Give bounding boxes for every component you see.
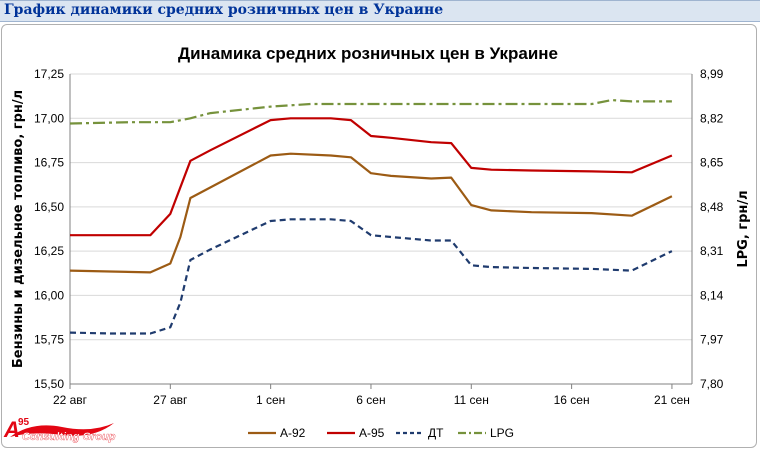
x-tick-label: 16 сен <box>554 393 590 407</box>
series-line-А-95 <box>70 117 673 237</box>
y2-axis-label: LPG, грн/л <box>736 190 751 267</box>
logo-mark: A <box>3 417 20 442</box>
series-lines <box>69 98 673 335</box>
series-line-LPG <box>69 98 672 125</box>
y2-tick-label: 8,99 <box>700 67 724 81</box>
chart-title: Динамика средних розничных цен в Украине <box>178 44 558 63</box>
legend: A-92 А-95 ДТ LPG <box>248 426 514 440</box>
legend-label: A-92 <box>280 426 306 440</box>
x-tick-label: 11 сен <box>454 393 489 407</box>
y2-tick-label: 7,80 <box>700 377 724 391</box>
y-axis-label: Бензины и дизельное топливо, грн/л <box>11 90 26 368</box>
y2-tick-label: 7,97 <box>700 333 724 347</box>
x-tick-label: 21 сен <box>654 393 690 407</box>
legend-label: LPG <box>490 426 514 440</box>
tick-labels: 15,50 15,75 16,00 16,25 16,50 16,75 17,00 17,25… <box>34 67 724 407</box>
y-tick-label: 17,00 <box>34 111 64 125</box>
y2-tick-label: 8,48 <box>700 200 724 214</box>
series-line-ДТ <box>69 218 673 335</box>
y-tick-label: 15,50 <box>34 377 64 391</box>
logo: A 95 Consulting Group <box>3 417 116 443</box>
y2-tick-label: 8,65 <box>700 156 724 170</box>
logo-swoosh <box>10 423 114 437</box>
y-tick-label: 16,50 <box>34 200 64 214</box>
logo-superscript: 95 <box>18 417 30 428</box>
x-tick-label: 6 сен <box>356 393 385 407</box>
legend-label: А-95 <box>359 426 385 440</box>
y-tick-label: 16,00 <box>34 288 64 302</box>
grid-lines <box>70 73 692 385</box>
series-line-A-92 <box>69 152 673 274</box>
header-title: График динамики средних розничных цен в … <box>4 2 444 18</box>
x-tick-label: 1 сен <box>256 393 285 407</box>
logo-text: Consulting Group <box>22 431 116 443</box>
legend-label: ДТ <box>428 426 444 440</box>
y2-tick-label: 8,14 <box>700 288 724 302</box>
y-tick-label: 16,25 <box>34 244 64 258</box>
x-tick-label: 27 авг <box>153 393 188 407</box>
header-bar: График динамики средних розничных цен в … <box>0 0 760 22</box>
y2-tick-label: 8,82 <box>700 111 724 125</box>
y-tick-label: 15,75 <box>34 333 64 347</box>
y2-tick-label: 8,31 <box>700 244 724 258</box>
axes <box>69 74 693 389</box>
y-tick-label: 17,25 <box>34 67 64 81</box>
x-tick-label: 22 авг <box>53 393 88 407</box>
y-tick-label: 16,75 <box>34 156 64 170</box>
